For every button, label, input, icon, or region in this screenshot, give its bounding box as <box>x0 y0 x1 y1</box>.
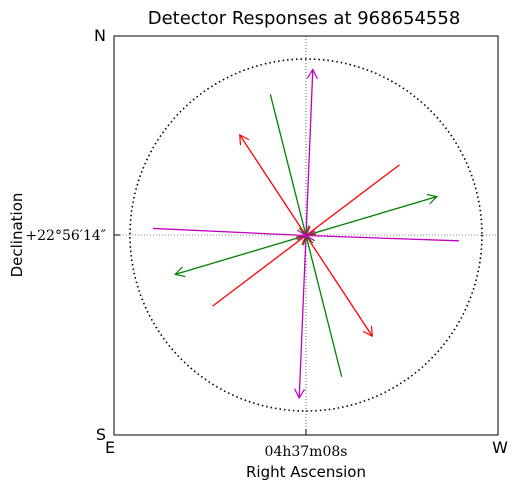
x-tick-label: 04h37m08s <box>265 444 348 460</box>
vector-arrow-1-2 <box>305 193 439 237</box>
unit-circle <box>129 58 483 412</box>
y-axis-label: Declination <box>8 193 26 278</box>
chart-title: Detector Responses at 968654558 <box>148 8 461 29</box>
corner-label-west: W <box>492 438 508 457</box>
vector-layer <box>153 68 459 400</box>
vector-arrow-0-2 <box>239 133 307 236</box>
x-axis-label: Right Ascension <box>246 463 366 481</box>
corner-label-south: S <box>96 425 106 444</box>
plot-area <box>113 35 499 436</box>
corner-label-east: E <box>105 438 115 457</box>
vector-arrow-2-3 <box>294 235 307 400</box>
corner-label-north: N <box>94 26 106 45</box>
vector-arrow-1-0 <box>269 94 310 237</box>
y-tick-label: +22°56′14″ <box>25 228 106 244</box>
vector-arrow-1-1 <box>302 234 343 377</box>
vector-arrow-0-1 <box>212 234 307 307</box>
vector-arrow-0-3 <box>305 235 373 338</box>
vector-arrow-0-0 <box>305 164 400 237</box>
vector-arrow-1-3 <box>173 234 307 278</box>
vector-arrow-2-1 <box>304 230 459 242</box>
vector-arrow-2-0 <box>153 227 308 241</box>
vector-arrow-2-2 <box>305 68 318 236</box>
